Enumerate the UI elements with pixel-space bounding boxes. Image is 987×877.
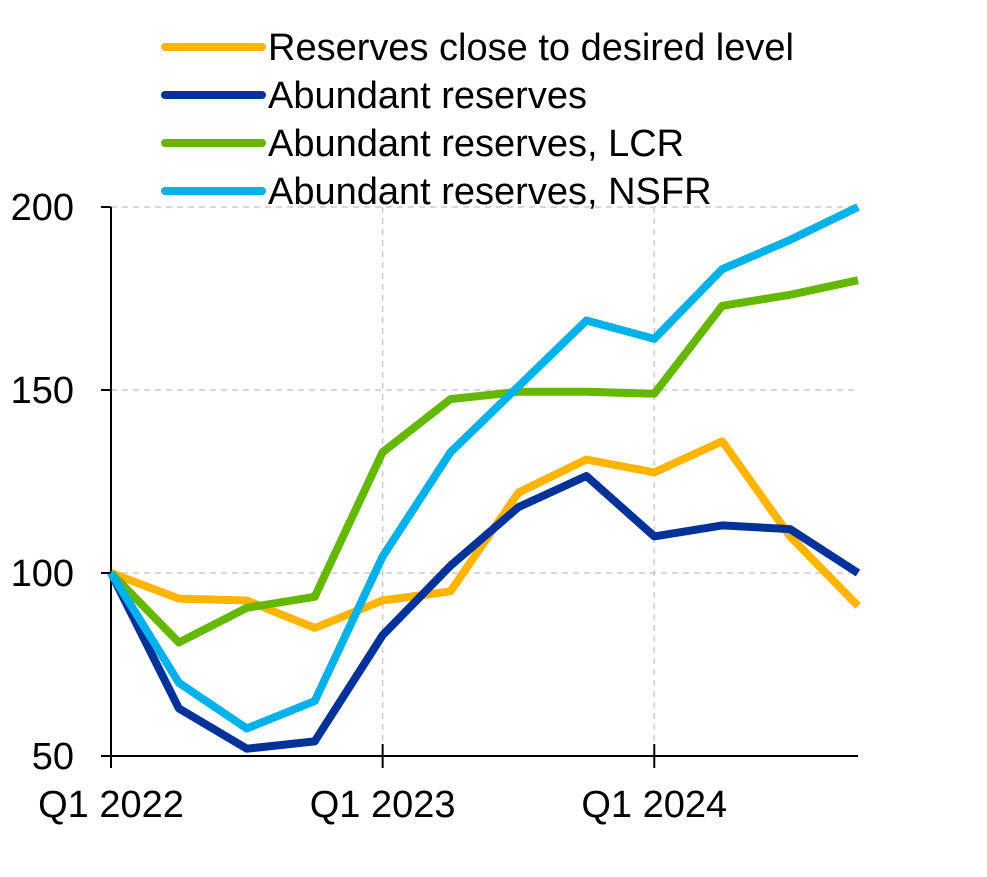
axes: 50 100 150 200 Q1 2022 Q1 2023 Q1 2024: [11, 187, 858, 826]
legend-label: Reserves close to desired level: [268, 27, 794, 69]
y-tick-label: 50: [32, 736, 74, 778]
series-lines: [107, 203, 861, 753]
legend-label: Abundant reserves, NSFR: [268, 171, 712, 213]
x-tick-label: Q1 2024: [581, 784, 727, 826]
series-line-2: [107, 472, 861, 753]
x-tick-label: Q1 2022: [38, 784, 184, 826]
y-tick-label: 200: [11, 187, 74, 229]
y-tick-label: 150: [11, 370, 74, 412]
series-line-1: [109, 437, 861, 632]
grid: [111, 206, 858, 756]
x-tick-label: Q1 2023: [310, 784, 456, 826]
legend-label: Abundant reserves, LCR: [268, 123, 684, 165]
legend: Reserves close to desired level Abundant …: [161, 27, 794, 213]
series-line-4: [107, 203, 860, 733]
legend-label: Abundant reserves: [268, 75, 587, 117]
y-tick-label: 100: [11, 553, 74, 595]
series-line-3: [108, 276, 859, 647]
